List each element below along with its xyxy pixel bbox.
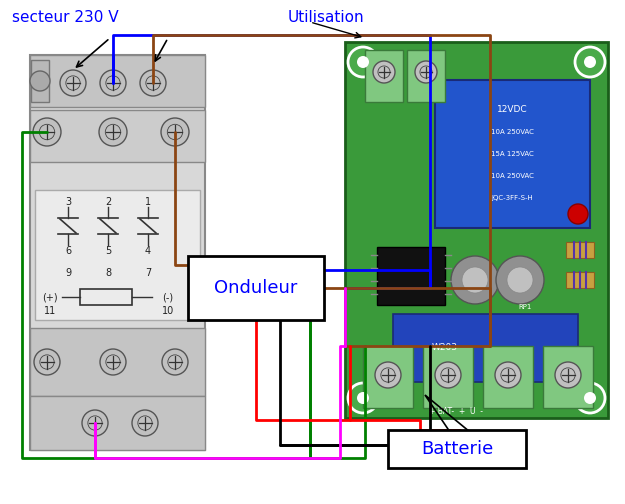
Text: W203: W203 [432,343,458,351]
Circle shape [99,118,127,146]
Text: RP1: RP1 [518,304,532,310]
Circle shape [162,349,188,375]
Circle shape [132,410,158,436]
Circle shape [496,256,544,304]
Bar [31,60,49,102]
Circle shape [462,267,488,293]
Bar [407,50,445,102]
Text: 10: 10 [162,306,174,316]
Text: Batterie: Batterie [421,440,493,458]
Circle shape [357,392,369,404]
Circle shape [373,61,395,83]
Bar [566,242,594,258]
Circle shape [60,70,86,96]
Text: 8: 8 [105,268,111,278]
Circle shape [348,47,378,77]
Circle shape [161,118,189,146]
Circle shape [375,362,401,388]
Text: 9: 9 [65,268,71,278]
Circle shape [415,61,437,83]
Circle shape [451,256,499,304]
Text: 10A 250VAC: 10A 250VAC [491,129,534,135]
Circle shape [348,383,378,413]
Circle shape [140,70,166,96]
Circle shape [33,118,61,146]
Text: 6: 6 [65,246,71,256]
Bar [188,256,324,320]
Circle shape [357,56,369,68]
Text: JQC-3FF-S-H: JQC-3FF-S-H [492,195,533,201]
Bar [393,314,578,382]
Circle shape [507,267,533,293]
Text: 12VDC: 12VDC [498,105,528,114]
Bar [80,289,132,305]
Text: Onduleur: Onduleur [214,279,298,297]
Bar [30,396,205,450]
Circle shape [100,349,126,375]
Bar [30,55,205,450]
Bar [363,346,413,408]
Text: 15A 125VAC: 15A 125VAC [491,151,534,157]
Circle shape [575,47,605,77]
Bar [435,80,590,228]
Bar [377,247,445,305]
Bar [365,50,403,102]
Text: 4: 4 [145,246,151,256]
Text: 1: 1 [145,197,151,207]
Bar [35,190,200,320]
Bar [423,346,473,408]
Text: 7: 7 [145,268,151,278]
Text: (+): (+) [42,292,58,302]
Circle shape [584,392,596,404]
Text: Utilisation: Utilisation [288,11,364,26]
Bar [483,346,533,408]
Text: + BAT-  +  U  -: + BAT- + U - [429,408,483,416]
Circle shape [30,71,50,91]
Circle shape [495,362,521,388]
Text: 3: 3 [65,197,71,207]
Circle shape [575,383,605,413]
Text: 11: 11 [44,306,56,316]
Circle shape [82,410,108,436]
Circle shape [435,362,461,388]
Circle shape [100,70,126,96]
Bar [30,110,205,162]
Circle shape [584,56,596,68]
Text: 2: 2 [105,197,111,207]
Text: (-): (-) [162,292,174,302]
Text: 5: 5 [105,246,111,256]
Circle shape [568,204,588,224]
Text: 10A 250VAC: 10A 250VAC [491,173,534,179]
Bar [388,430,526,468]
Circle shape [555,362,581,388]
Circle shape [34,349,60,375]
Bar [543,346,593,408]
Bar [30,55,205,107]
Bar [345,42,608,418]
Bar [566,272,594,288]
Bar [30,328,205,396]
Text: secteur 230 V: secteur 230 V [12,11,119,26]
